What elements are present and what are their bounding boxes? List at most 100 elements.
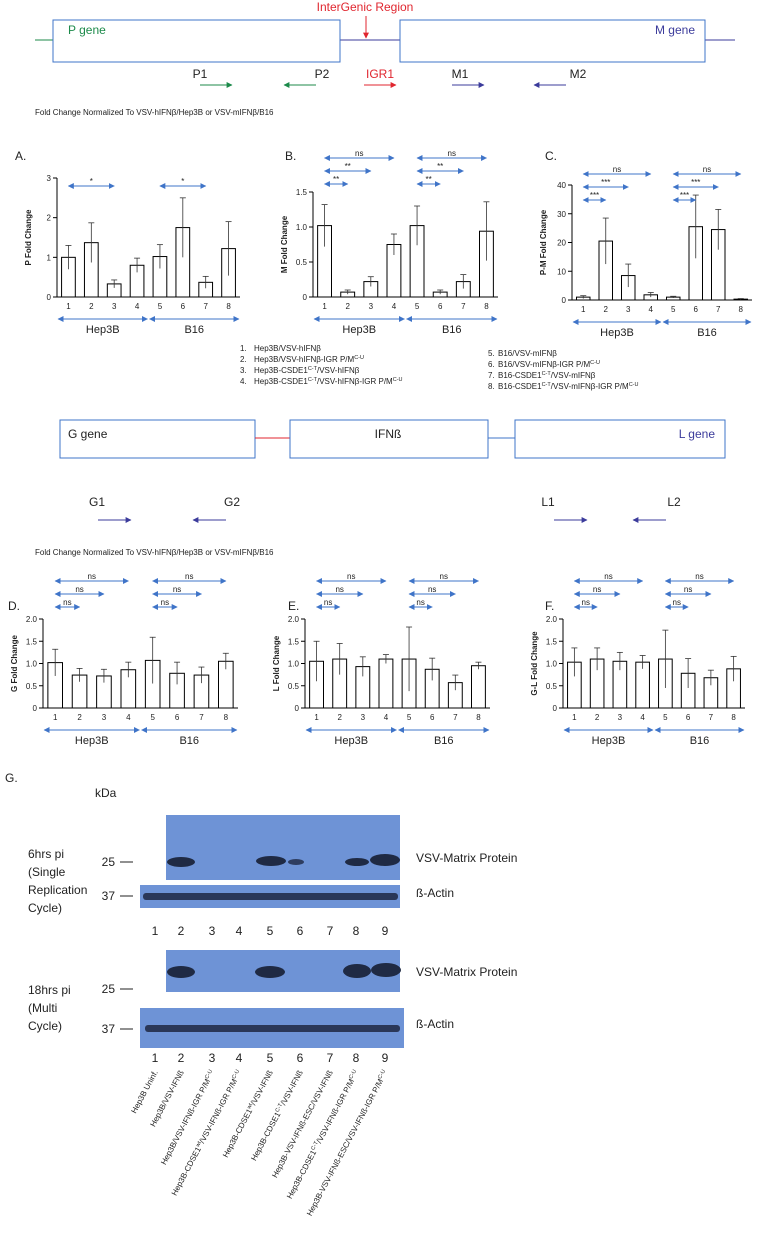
condition-label: Cycle) bbox=[28, 1019, 62, 1033]
x-tick-label: 3 bbox=[618, 713, 623, 722]
condition-label: (Single bbox=[28, 865, 66, 879]
text-part: /VSV-mIFNβ-IGR P/M bbox=[551, 382, 629, 391]
x-tick-label: 4 bbox=[135, 302, 140, 311]
gene-box bbox=[59, 419, 256, 459]
group-label: B16 bbox=[179, 735, 199, 747]
x-tick-label: 8 bbox=[476, 713, 481, 722]
row-label: VSV-Matrix Protein bbox=[416, 851, 517, 865]
y-tick-label: 0.5 bbox=[546, 682, 558, 691]
y-axis-label: P Fold Change bbox=[24, 209, 33, 265]
lane-label: Hep3B-CDSE1C-T/VSV-IFNß bbox=[249, 1069, 305, 1163]
y-tick-label: 0.5 bbox=[288, 682, 300, 691]
lane-number: 2 bbox=[178, 924, 185, 938]
x-tick-label: 2 bbox=[604, 305, 609, 314]
legend-number: 1. bbox=[240, 344, 247, 353]
significance-label: ns bbox=[695, 572, 703, 581]
significance-label: ns bbox=[75, 585, 83, 594]
y-tick-label: 20 bbox=[557, 239, 566, 248]
lane-number: 4 bbox=[236, 1051, 243, 1065]
y-axis-label: P-M Fold Change bbox=[539, 209, 548, 275]
row-label: ß-Actin bbox=[416, 886, 454, 900]
significance-label: ** bbox=[333, 175, 339, 184]
y-tick-label: 1.5 bbox=[288, 637, 300, 646]
y-tick-label: 1.5 bbox=[26, 637, 38, 646]
x-tick-label: 2 bbox=[595, 713, 600, 722]
gene-diagram-bottom: G gene IFNß L gene G1 G2 L1 L2 Fold Chan… bbox=[35, 419, 726, 557]
text-part: Hep3B-CDSE1 bbox=[221, 1107, 254, 1159]
group-label: B16 bbox=[697, 327, 717, 339]
bar bbox=[635, 661, 650, 709]
legend-number: 4. bbox=[240, 377, 247, 386]
y-tick-label: 0 bbox=[553, 704, 558, 713]
marker-size: 25 bbox=[102, 982, 116, 996]
bar bbox=[378, 658, 394, 709]
y-tick-label: 1.5 bbox=[296, 188, 308, 197]
legend-number: 8. bbox=[488, 382, 495, 391]
superscript: C-U bbox=[204, 1069, 214, 1080]
significance-label: ** bbox=[437, 162, 443, 171]
lane-number: 3 bbox=[209, 924, 216, 938]
significance-label: ns bbox=[428, 585, 436, 594]
x-tick-label: 1 bbox=[66, 302, 71, 311]
text-part: /VSV-IFNß bbox=[279, 1069, 305, 1107]
band bbox=[143, 893, 398, 900]
superscript: C-T bbox=[542, 371, 552, 377]
band bbox=[343, 964, 371, 978]
primer-label: IGR1 bbox=[366, 67, 394, 81]
blot-membrane bbox=[166, 815, 400, 880]
x-tick-label: 5 bbox=[150, 713, 155, 722]
significance-label: ns bbox=[161, 598, 169, 607]
lane-number: 7 bbox=[327, 924, 334, 938]
lane-number: 3 bbox=[209, 1051, 216, 1065]
x-tick-label: 8 bbox=[731, 713, 736, 722]
superscript: C-T bbox=[308, 377, 318, 383]
band bbox=[370, 854, 400, 866]
superscript: C-U bbox=[393, 377, 403, 383]
x-tick-label: 5 bbox=[415, 302, 420, 311]
group-label: Hep3B bbox=[334, 735, 368, 747]
legend-entry: Hep3B/VSV-hIFNβ-IGR P/MC-U bbox=[254, 355, 364, 364]
superscript: C-U bbox=[354, 355, 364, 361]
y-tick-label: 2.0 bbox=[288, 615, 300, 624]
superscript: C-T bbox=[275, 1102, 285, 1113]
x-tick-label: 1 bbox=[53, 713, 58, 722]
text-part: /VSV-hIFNβ-IGR P/M bbox=[317, 377, 393, 386]
legend-number: 2. bbox=[240, 355, 247, 364]
primer-label: G1 bbox=[89, 495, 105, 509]
group-label: Hep3B bbox=[592, 735, 626, 747]
lane-number: 9 bbox=[382, 924, 389, 938]
group-label: B16 bbox=[442, 324, 462, 336]
lane-number: 2 bbox=[178, 1051, 185, 1065]
x-tick-label: 1 bbox=[314, 713, 319, 722]
x-tick-label: 4 bbox=[126, 713, 131, 722]
lane-number: 9 bbox=[382, 1051, 389, 1065]
band bbox=[255, 966, 285, 978]
gene-label: L gene bbox=[679, 427, 716, 441]
text-part: Hep3B-CDSE1 bbox=[170, 1145, 203, 1197]
x-tick-label: 7 bbox=[453, 713, 458, 722]
lane-number: 7 bbox=[327, 1051, 334, 1065]
x-tick-label: 6 bbox=[181, 302, 186, 311]
x-tick-label: 7 bbox=[716, 305, 721, 314]
significance-label: ns bbox=[582, 598, 590, 607]
superscript: C-U bbox=[348, 1069, 358, 1080]
gene-label: G gene bbox=[68, 427, 108, 441]
primer-label: M2 bbox=[570, 67, 587, 81]
band bbox=[256, 856, 286, 866]
text-part: Hep3B/VSV-hIFNβ bbox=[254, 344, 321, 353]
significance-label: ns bbox=[613, 165, 621, 174]
significance-label: ns bbox=[335, 585, 343, 594]
y-axis-label: G Fold Change bbox=[10, 635, 19, 692]
unit-label: kDa bbox=[95, 786, 117, 800]
group-label: Hep3B bbox=[342, 324, 376, 336]
significance-label: *** bbox=[590, 191, 599, 200]
band bbox=[167, 857, 195, 867]
significance-label: *** bbox=[691, 178, 700, 187]
superscript: C-T bbox=[308, 366, 318, 372]
caption: Fold Change Normalized To VSV-hIFNβ/Hep3… bbox=[35, 108, 274, 117]
gene-diagram-top: P gene M gene InterGenic Region P1 P2 IG… bbox=[35, 0, 735, 117]
band bbox=[288, 859, 304, 865]
significance-label: ns bbox=[63, 598, 71, 607]
y-tick-label: 0 bbox=[562, 296, 567, 305]
